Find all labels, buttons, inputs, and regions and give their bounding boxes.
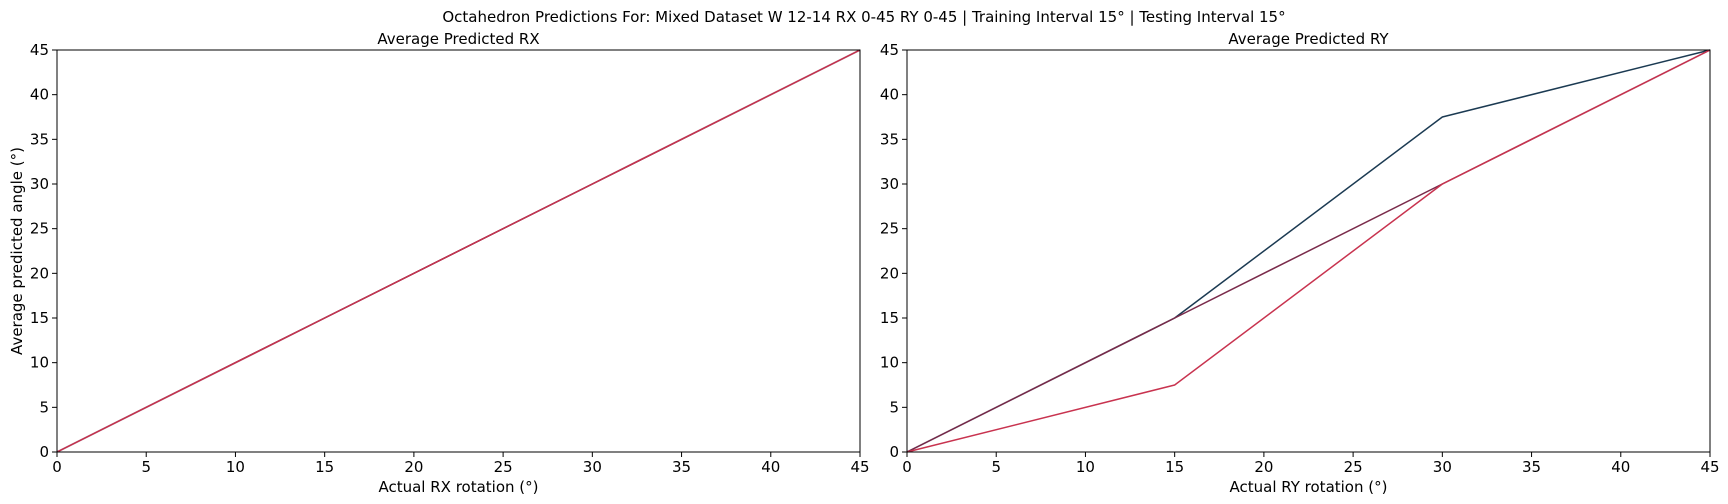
chart-panel-1: 0 5 10 15 20 25 30 35 40 45 0 5 10 15 20 25 30 35 40 45 Aver… xyxy=(8,30,870,496)
y-tick-label: 10 xyxy=(880,354,899,372)
x-tick-label: 40 xyxy=(761,458,780,476)
panel-title: Average Predicted RY xyxy=(1228,30,1389,48)
y-tick-label: 45 xyxy=(880,41,899,59)
x-tick-label: 20 xyxy=(1254,458,1273,476)
figure-title: Octahedron Predictions For: Mixed Datase… xyxy=(442,8,1285,26)
x-tick-label: 25 xyxy=(1344,458,1363,476)
y-tick-label: 0 xyxy=(39,443,49,461)
x-axis-label: Actual RX rotation (°) xyxy=(378,478,538,496)
x-tick-label: 0 xyxy=(52,458,62,476)
y-axis-label: Average predicted angle (°) xyxy=(8,147,26,355)
x-tick-label: 5 xyxy=(991,458,1001,476)
y-tick-label: 45 xyxy=(30,41,49,59)
x-tick-label: 45 xyxy=(850,458,869,476)
x-tick-label: 30 xyxy=(583,458,602,476)
series-line-3 xyxy=(56,49,861,453)
series-line-3 xyxy=(906,49,1711,453)
chart-panel-2: 0 5 10 15 20 25 30 35 40 45 0 5 10 15 20 25 30 35 40 45 Aver… xyxy=(880,30,1720,496)
plot-frame xyxy=(56,49,861,453)
y-tick-label: 10 xyxy=(30,354,49,372)
y-tick-label: 35 xyxy=(880,130,899,148)
y-tick-label: 15 xyxy=(880,309,899,327)
x-tick-label: 10 xyxy=(226,458,245,476)
x-tick-label: 40 xyxy=(1611,458,1630,476)
y-tick-label: 40 xyxy=(880,86,899,104)
x-tick-label: 35 xyxy=(672,458,691,476)
y-tick-label: 35 xyxy=(30,130,49,148)
x-tick-label: 20 xyxy=(404,458,423,476)
x-tick-label: 15 xyxy=(315,458,334,476)
x-tick-label: 10 xyxy=(1076,458,1095,476)
x-tick-label: 25 xyxy=(494,458,513,476)
y-tick-label: 20 xyxy=(880,264,899,282)
y-tick-label: 0 xyxy=(889,443,899,461)
y-tick-label: 20 xyxy=(30,264,49,282)
y-tick-label: 5 xyxy=(39,398,49,416)
y-tick-label: 15 xyxy=(30,309,49,327)
x-tick-label: 45 xyxy=(1700,458,1719,476)
y-tick-label: 25 xyxy=(880,220,899,238)
x-tick-label: 5 xyxy=(141,458,151,476)
plot-frame xyxy=(906,49,1711,453)
y-tick-label: 30 xyxy=(30,175,49,193)
x-tick-label: 0 xyxy=(902,458,912,476)
x-tick-label: 30 xyxy=(1433,458,1452,476)
y-tick-label: 40 xyxy=(30,86,49,104)
y-tick-label: 30 xyxy=(880,175,899,193)
y-tick-label: 25 xyxy=(30,220,49,238)
x-tick-label: 15 xyxy=(1165,458,1184,476)
y-tick-label: 5 xyxy=(889,398,899,416)
x-tick-label: 35 xyxy=(1522,458,1541,476)
panel-title: Average Predicted RX xyxy=(377,30,539,48)
x-axis-label: Actual RY rotation (°) xyxy=(1230,478,1388,496)
